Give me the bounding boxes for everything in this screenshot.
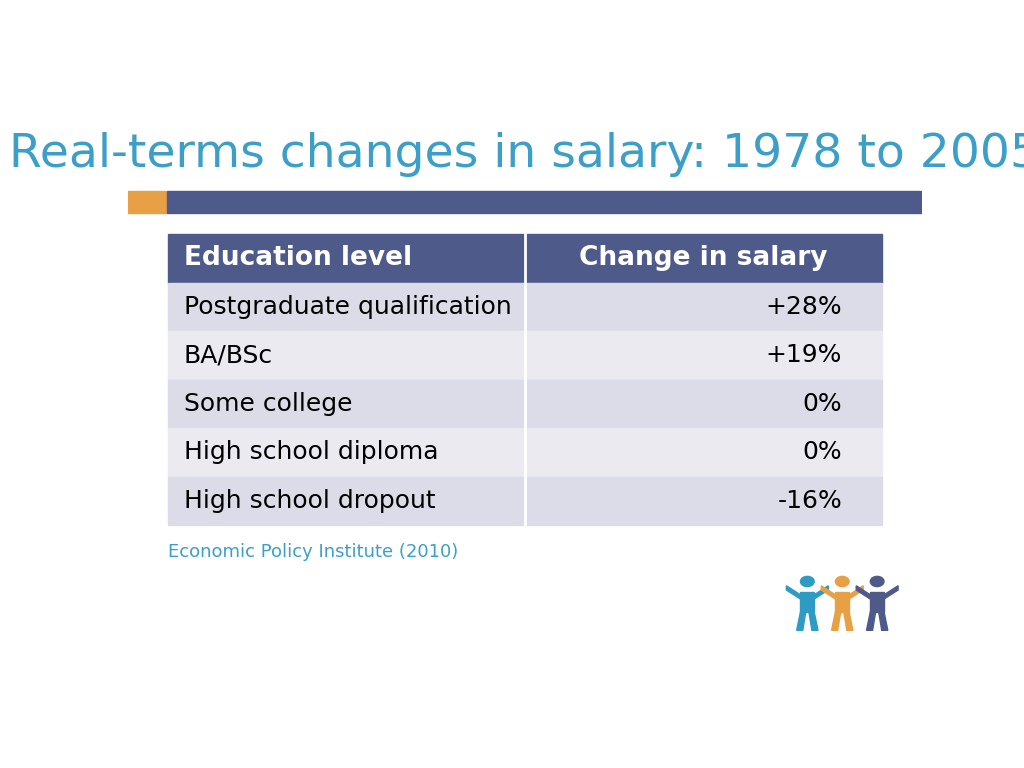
- Polygon shape: [844, 612, 853, 631]
- Text: Real-terms changes in salary: 1978 to 2005: Real-terms changes in salary: 1978 to 20…: [9, 132, 1024, 177]
- Bar: [168, 283, 882, 331]
- Text: Education level: Education level: [183, 245, 412, 271]
- Polygon shape: [879, 612, 888, 631]
- Polygon shape: [866, 612, 876, 631]
- Text: -16%: -16%: [777, 488, 842, 513]
- Bar: [128, 191, 166, 214]
- Circle shape: [836, 576, 849, 587]
- Circle shape: [801, 576, 814, 587]
- Text: Change in salary: Change in salary: [580, 245, 827, 271]
- Text: High school diploma: High school diploma: [183, 440, 438, 465]
- Bar: [168, 331, 882, 379]
- Bar: [168, 234, 882, 283]
- Text: Economic Policy Institute (2010): Economic Policy Institute (2010): [168, 543, 458, 561]
- Polygon shape: [821, 586, 836, 599]
- Polygon shape: [884, 586, 898, 599]
- Text: +28%: +28%: [766, 295, 842, 319]
- Polygon shape: [870, 592, 884, 612]
- Bar: [168, 476, 882, 525]
- Polygon shape: [836, 592, 849, 612]
- Text: Some college: Some college: [183, 392, 352, 415]
- Polygon shape: [849, 586, 863, 599]
- Text: 0%: 0%: [803, 440, 842, 465]
- Polygon shape: [801, 592, 814, 612]
- Text: BA/BSc: BA/BSc: [183, 343, 272, 367]
- Bar: [168, 428, 882, 476]
- Polygon shape: [856, 586, 870, 599]
- Text: Postgraduate qualification: Postgraduate qualification: [183, 295, 511, 319]
- Text: +19%: +19%: [766, 343, 842, 367]
- Text: 0%: 0%: [803, 392, 842, 415]
- Text: High school dropout: High school dropout: [183, 488, 435, 513]
- Polygon shape: [797, 612, 806, 631]
- Bar: [168, 379, 882, 428]
- Polygon shape: [786, 586, 801, 599]
- Circle shape: [870, 576, 884, 587]
- Polygon shape: [814, 586, 828, 599]
- Bar: [167, 191, 922, 214]
- Polygon shape: [831, 612, 841, 631]
- Polygon shape: [809, 612, 818, 631]
